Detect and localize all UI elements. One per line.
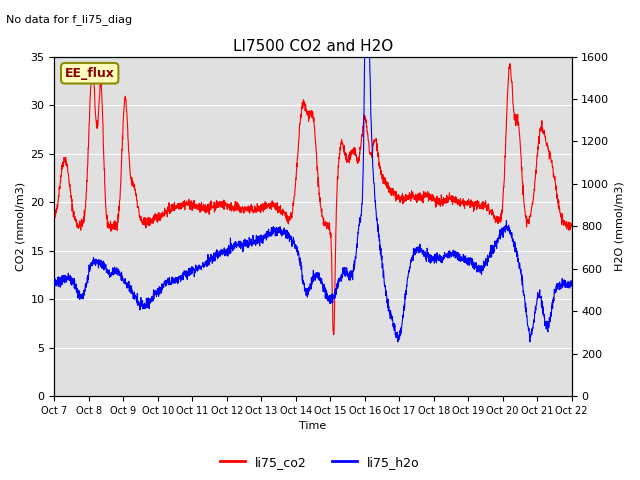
- Legend: li75_co2, li75_h2o: li75_co2, li75_h2o: [215, 451, 425, 474]
- Text: No data for f_li75_diag: No data for f_li75_diag: [6, 14, 132, 25]
- Y-axis label: H2O (mmol/m3): H2O (mmol/m3): [615, 181, 625, 271]
- Text: EE_flux: EE_flux: [65, 67, 115, 80]
- Title: LI7500 CO2 and H2O: LI7500 CO2 and H2O: [233, 39, 393, 54]
- Y-axis label: CO2 (mmol/m3): CO2 (mmol/m3): [15, 182, 25, 271]
- X-axis label: Time: Time: [300, 421, 326, 432]
